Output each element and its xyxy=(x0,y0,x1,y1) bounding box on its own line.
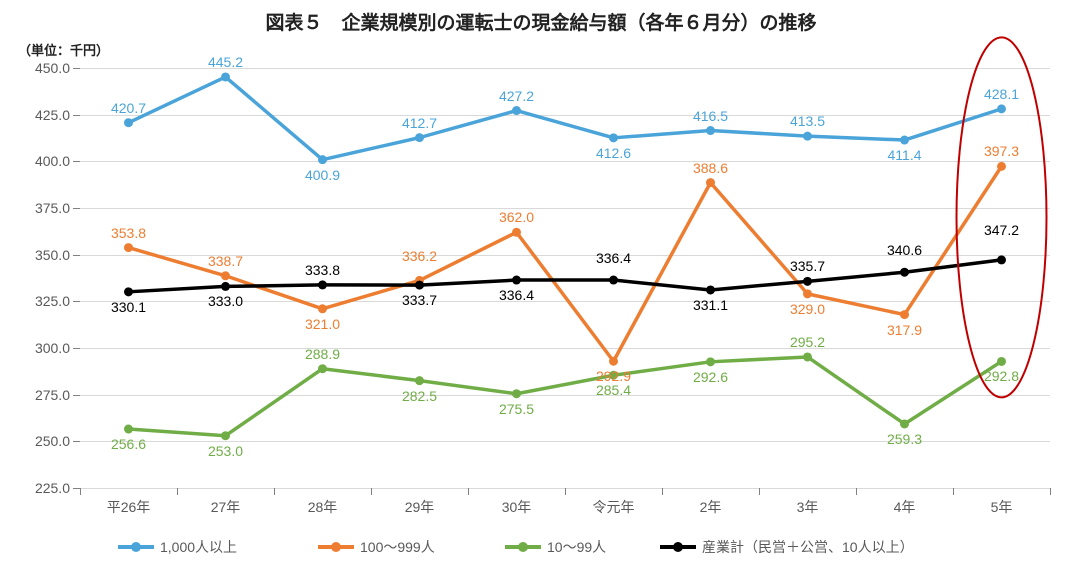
series-marker-s4 xyxy=(900,268,909,277)
legend-marker xyxy=(131,542,141,552)
series-marker-s2 xyxy=(609,357,618,366)
value-label-s2: 362.0 xyxy=(499,209,534,225)
legend-label: 産業計（民営＋公営、10人以上） xyxy=(702,537,914,557)
series-marker-s3 xyxy=(803,352,812,361)
series-marker-s2 xyxy=(512,228,521,237)
series-marker-s2 xyxy=(997,162,1006,171)
value-label-s4: 333.0 xyxy=(208,293,243,309)
series-marker-s4 xyxy=(512,276,521,285)
value-label-s3: 285.4 xyxy=(596,382,631,398)
series-marker-s2 xyxy=(221,271,230,280)
value-label-s3: 288.9 xyxy=(305,346,340,362)
legend-marker xyxy=(331,542,341,552)
series-marker-s1 xyxy=(221,72,230,81)
series-marker-s2 xyxy=(900,310,909,319)
series-marker-s2 xyxy=(124,243,133,252)
series-marker-s4 xyxy=(318,280,327,289)
legend-marker xyxy=(518,542,528,552)
value-label-s3: 295.2 xyxy=(790,334,825,350)
value-label-s1: 412.6 xyxy=(596,145,631,161)
series-marker-s2 xyxy=(706,178,715,187)
series-marker-s1 xyxy=(318,155,327,164)
plot-svg xyxy=(0,0,1082,565)
series-marker-s2 xyxy=(803,289,812,298)
series-line-s1 xyxy=(129,77,1002,160)
legend-swatch xyxy=(660,545,696,549)
series-marker-s3 xyxy=(415,376,424,385)
value-label-s1: 400.9 xyxy=(305,167,340,183)
value-label-s1: 412.7 xyxy=(402,115,437,131)
series-marker-s4 xyxy=(803,277,812,286)
series-marker-s1 xyxy=(415,133,424,142)
value-label-s2: 329.0 xyxy=(790,301,825,317)
value-label-s4: 335.7 xyxy=(790,258,825,274)
legend-swatch xyxy=(118,545,154,549)
legend-item: 産業計（民営＋公営、10人以上） xyxy=(660,537,914,557)
value-label-s1: 427.2 xyxy=(499,88,534,104)
legend-item: 1,000人以上 xyxy=(118,537,237,557)
series-marker-s1 xyxy=(803,132,812,141)
value-label-s4: 330.1 xyxy=(111,299,146,315)
value-label-s2: 336.2 xyxy=(402,248,437,264)
value-label-s3: 259.3 xyxy=(887,431,922,447)
legend-marker xyxy=(673,542,683,552)
series-marker-s3 xyxy=(997,357,1006,366)
series-marker-s3 xyxy=(706,357,715,366)
series-line-s3 xyxy=(129,357,1002,436)
value-label-s4: 336.4 xyxy=(596,250,631,266)
series-marker-s3 xyxy=(900,419,909,428)
series-marker-s1 xyxy=(997,104,1006,113)
value-label-s1: 445.2 xyxy=(208,54,243,70)
value-label-s3: 253.0 xyxy=(208,443,243,459)
legend-swatch xyxy=(318,545,354,549)
value-label-s2: 338.7 xyxy=(208,253,243,269)
series-marker-s3 xyxy=(512,389,521,398)
value-label-s1: 411.4 xyxy=(888,147,922,163)
value-label-s4: 336.4 xyxy=(499,287,534,303)
value-label-s3: 292.8 xyxy=(984,368,1019,384)
series-marker-s1 xyxy=(706,126,715,135)
value-label-s1: 416.5 xyxy=(693,108,728,124)
value-label-s1: 420.7 xyxy=(111,100,146,116)
value-label-s4: 340.6 xyxy=(887,242,922,258)
value-label-s3: 275.5 xyxy=(499,401,534,417)
value-label-s2: 317.9 xyxy=(887,322,922,338)
series-marker-s4 xyxy=(124,287,133,296)
value-label-s4: 333.8 xyxy=(305,262,340,278)
series-marker-s3 xyxy=(318,364,327,373)
value-label-s2: 388.6 xyxy=(693,160,728,176)
legend-label: 100～999人 xyxy=(360,537,435,557)
series-marker-s4 xyxy=(706,285,715,294)
series-marker-s1 xyxy=(124,118,133,127)
series-marker-s1 xyxy=(900,136,909,145)
series-line-s4 xyxy=(129,260,1002,292)
series-marker-s4 xyxy=(997,255,1006,264)
value-label-s2: 353.8 xyxy=(111,225,146,241)
value-label-s4: 347.2 xyxy=(984,222,1019,238)
series-marker-s4 xyxy=(221,282,230,291)
series-marker-s2 xyxy=(318,304,327,313)
value-label-s1: 413.5 xyxy=(790,113,825,129)
value-label-s4: 331.1 xyxy=(693,297,728,313)
legend-item: 100～999人 xyxy=(318,537,435,557)
legend-item: 10～99人 xyxy=(505,537,606,557)
series-marker-s3 xyxy=(124,425,133,434)
series-marker-s1 xyxy=(512,106,521,115)
value-label-s1: 428.1 xyxy=(984,86,1019,102)
value-label-s4: 333.7 xyxy=(402,292,437,308)
legend-swatch xyxy=(505,545,541,549)
value-label-s2: 397.3 xyxy=(984,143,1019,159)
value-label-s3: 292.6 xyxy=(693,369,728,385)
legend-label: 1,000人以上 xyxy=(160,537,237,557)
value-label-s2: 321.0 xyxy=(305,316,340,332)
chart-container: 図表５ 企業規模別の運転士の現金給与額（各年６月分）の推移 （単位：千円） 22… xyxy=(0,0,1082,565)
series-marker-s4 xyxy=(609,276,618,285)
legend-label: 10～99人 xyxy=(547,537,606,557)
series-marker-s3 xyxy=(221,431,230,440)
value-label-s3: 282.5 xyxy=(402,388,437,404)
series-marker-s1 xyxy=(609,133,618,142)
value-label-s3: 256.6 xyxy=(111,436,146,452)
series-marker-s4 xyxy=(415,281,424,290)
series-line-s2 xyxy=(129,166,1002,361)
